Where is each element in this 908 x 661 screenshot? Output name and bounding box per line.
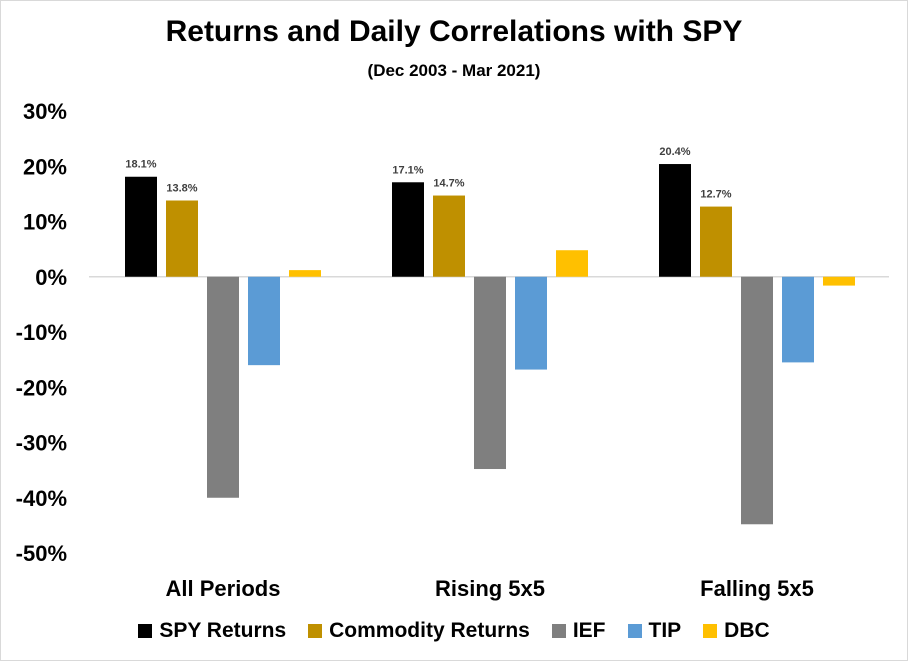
chart-legend: SPY Returns Commodity Returns IEF TIP DBC [1, 619, 907, 643]
bar-ief [207, 276, 239, 498]
legend-label: Commodity Returns [329, 619, 530, 642]
x-category-label: Falling 5x5 [700, 576, 814, 601]
y-tick-label: -40% [16, 486, 67, 511]
legend-swatch [138, 624, 153, 638]
x-category-label: Rising 5x5 [435, 576, 545, 601]
bar-ief [474, 276, 506, 470]
bar-spy-returns [125, 176, 157, 277]
bar-dbc [556, 250, 588, 277]
legend-swatch [627, 624, 642, 638]
x-category-label: All Periods [166, 576, 281, 601]
data-label: 18.1% [125, 159, 156, 171]
data-label: 13.8% [166, 183, 197, 195]
bar-commodity-returns [700, 206, 732, 277]
legend-swatch [703, 624, 718, 638]
bar-dbc [289, 270, 321, 277]
data-label: 20.4% [659, 146, 690, 158]
y-tick-label: -50% [16, 541, 67, 566]
legend-item: SPY Returns [138, 619, 286, 643]
legend-item: DBC [703, 619, 770, 643]
bar-commodity-returns [166, 200, 198, 277]
legend-label: SPY Returns [159, 619, 287, 642]
bar-tip [515, 276, 547, 370]
bar-spy-returns [659, 164, 691, 277]
data-label: 14.7% [433, 178, 464, 190]
data-label: 17.1% [392, 164, 423, 176]
y-tick-label: -30% [16, 431, 67, 456]
legend-item: Commodity Returns [308, 619, 530, 643]
y-tick-label: -20% [16, 375, 67, 400]
legend-item: IEF [551, 619, 606, 643]
legend-swatch [551, 624, 566, 638]
y-tick-label: 0% [35, 265, 67, 290]
bar-commodity-returns [433, 195, 465, 277]
data-label: 12.7% [700, 189, 731, 201]
y-tick-label: 20% [23, 154, 67, 179]
legend-swatch [308, 624, 323, 638]
bar-spy-returns [392, 182, 424, 277]
legend-label: TIP [648, 619, 682, 642]
y-tick-label: 10% [23, 210, 67, 235]
legend-item: TIP [627, 619, 682, 643]
y-tick-label: 30% [23, 99, 67, 124]
bar-tip [782, 276, 814, 363]
bar-ief [741, 276, 773, 525]
legend-label: IEF [572, 619, 606, 642]
chart-subtitle: (Dec 2003 - Mar 2021) [367, 61, 541, 80]
bar-tip [248, 276, 280, 366]
y-tick-label: -10% [16, 320, 67, 345]
legend-label: DBC [724, 619, 770, 642]
chart-title: Returns and Daily Correlations with SPY [165, 15, 743, 48]
bar-dbc [823, 276, 855, 286]
